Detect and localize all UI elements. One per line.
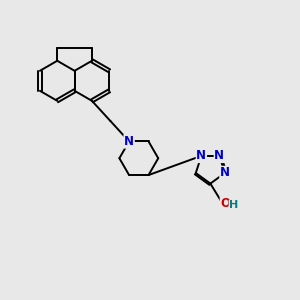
Text: N: N (214, 149, 224, 162)
Text: N: N (220, 167, 230, 179)
Text: N: N (124, 135, 134, 148)
Text: O: O (220, 197, 230, 210)
Text: H: H (229, 200, 239, 210)
Text: N: N (196, 149, 206, 162)
